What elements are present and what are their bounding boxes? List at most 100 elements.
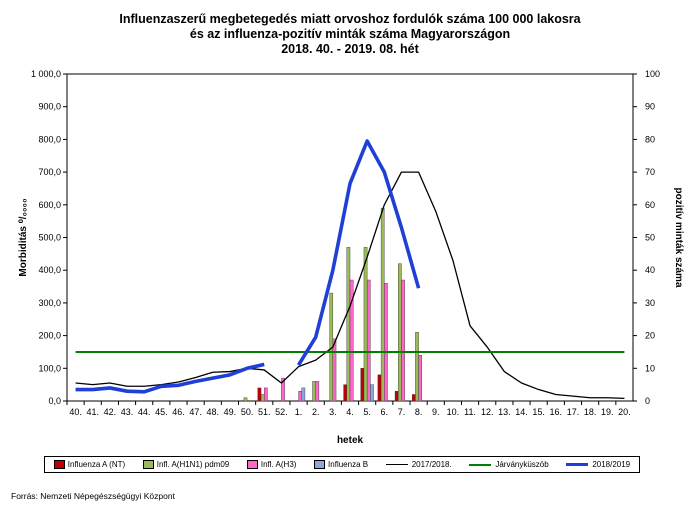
- y2-tick-label: 0: [645, 396, 650, 406]
- bar-infl-a-h3-: [315, 381, 320, 402]
- x-tick-label: 14.: [515, 407, 528, 417]
- line-2017-2018-: [75, 171, 625, 400]
- bar-infl-a-h1n1-pdm09: [398, 263, 402, 402]
- y2-tick-label: 50: [645, 233, 655, 243]
- legend-item: Influenza A (NT): [53, 460, 125, 469]
- legend-swatch: [314, 460, 326, 469]
- y-tick-label: 100,0: [38, 363, 61, 373]
- x-tick-label: 9.: [432, 407, 440, 417]
- bar-infl-a-h3-: [264, 387, 268, 402]
- y-tick-label: 400,0: [38, 265, 61, 275]
- y-tick-label: 600,0: [38, 200, 61, 210]
- x-tick-label: 44.: [138, 407, 151, 417]
- x-tick-label: 41.: [86, 407, 99, 417]
- bar-infl-a-h1n1-pdm09: [312, 381, 316, 402]
- title-line-1: Influenzaszerű megbetegedés miatt orvosh…: [119, 12, 581, 26]
- x-tick-label: 45.: [155, 407, 168, 417]
- x-tick-label: 16.: [550, 407, 563, 417]
- x-tick-label: 43.: [121, 407, 134, 417]
- legend-label: Infl. A(H1N1) pdm09: [156, 460, 230, 469]
- title-line-3: 2018. 40. - 2019. 08. hét: [281, 42, 419, 56]
- chart-legend: Influenza A (NT) Infl. A(H1N1) pdm09 Infl.…: [44, 456, 640, 473]
- y-tick-label: 1 000,0: [31, 69, 61, 79]
- x-tick-label: 52.: [275, 407, 288, 417]
- line-2018-2019: [75, 362, 265, 394]
- bar-infl-a-h3-: [384, 283, 388, 402]
- legend-label: Infl. A(H3): [260, 460, 297, 469]
- bar-influenza-a-nt-: [343, 384, 348, 402]
- y2-axis-label: pozitív minták száma: [673, 187, 684, 287]
- y2-tick-label: 100: [645, 69, 660, 79]
- x-tick-label: 49.: [224, 407, 237, 417]
- bar-influenza-a-nt-: [257, 387, 262, 402]
- x-tick-label: 42.: [104, 407, 117, 417]
- x-tick-label: 8.: [415, 407, 423, 417]
- bar-infl-a-h1n1-pdm09: [346, 247, 351, 402]
- bar-infl-a-h1n1-pdm09: [260, 394, 265, 402]
- x-tick-label: 12.: [481, 407, 494, 417]
- y2-tick-label: 60: [645, 200, 655, 210]
- legend-label: Járványküszöb: [495, 460, 549, 469]
- x-tick-label: 20.: [618, 407, 631, 417]
- y-tick-label: 300,0: [38, 298, 61, 308]
- legend-label: 2017/2018.: [411, 460, 452, 469]
- legend-item: Járványküszöb: [469, 460, 549, 469]
- y-tick-label: 800,0: [38, 134, 61, 144]
- x-axis-label: hetek: [337, 435, 364, 446]
- legend-swatch: [246, 460, 258, 469]
- bar-infl-a-h3-: [281, 377, 285, 402]
- bar-influenza-b: [370, 384, 374, 402]
- y-tick-label: 200,0: [38, 331, 61, 341]
- legend-item: Influenza B: [314, 460, 368, 469]
- y-tick-label: 0,0: [48, 396, 61, 406]
- legend-swatch: [566, 463, 589, 466]
- y2-tick-label: 40: [645, 265, 655, 275]
- x-tick-label: 10.: [447, 407, 460, 417]
- x-tick-label: 51.: [258, 407, 271, 417]
- bar-influenza-a-nt-: [360, 368, 365, 402]
- legend-item: Infl. A(H1N1) pdm09: [142, 460, 230, 469]
- bar-infl-a-h1n1-pdm09: [363, 247, 368, 402]
- y2-tick-label: 20: [645, 331, 655, 341]
- x-tick-label: 11.: [464, 407, 476, 417]
- line-2018-2019: [297, 139, 421, 366]
- y-axis-label: Morbiditás ⁰/₀₀₀₀: [18, 198, 29, 276]
- legend-swatch: [142, 460, 154, 469]
- x-tick-label: 1.: [295, 407, 303, 417]
- y2-tick-label: 30: [645, 298, 655, 308]
- bar-influenza-a-nt-: [377, 374, 382, 402]
- y2-tick-label: 10: [645, 363, 655, 373]
- legend-swatch: [385, 464, 408, 465]
- y2-tick-label: 80: [645, 134, 655, 144]
- legend-label: Influenza B: [328, 460, 369, 469]
- x-tick-label: 50.: [241, 407, 254, 417]
- x-tick-label: 2.: [312, 407, 320, 417]
- bar-infl-a-h3-: [298, 390, 302, 402]
- bar-infl-a-h3-: [418, 355, 423, 402]
- bar-infl-a-h3-: [349, 279, 354, 402]
- legend-swatch: [53, 460, 65, 469]
- y-tick-label: 700,0: [38, 167, 61, 177]
- x-tick-label: 40.: [69, 407, 82, 417]
- legend-item: 2018/2019: [566, 460, 630, 469]
- bar-infl-a-h1n1-pdm09: [243, 397, 248, 402]
- x-tick-label: 47.: [189, 407, 202, 417]
- bar-infl-a-h3-: [366, 279, 371, 402]
- legend-item: 2017/2018.: [385, 460, 452, 469]
- source-note: Forrás: Nemzeti Népegészségügyi Központ: [11, 491, 175, 501]
- x-tick-label: 15.: [532, 407, 545, 417]
- y2-tick-label: 90: [645, 102, 655, 112]
- bar-infl-a-h1n1-pdm09: [415, 332, 419, 402]
- bar-infl-a-h3-: [332, 338, 337, 402]
- x-tick-label: 48.: [207, 407, 220, 417]
- legend-swatch: [469, 463, 492, 466]
- chart-title: Influenzaszerű megbetegedés miatt orvosh…: [0, 12, 700, 57]
- x-tick-label: 6.: [381, 407, 389, 417]
- x-tick-label: 17.: [567, 407, 580, 417]
- title-line-2: és az influenza-pozitív minták száma Mag…: [189, 27, 511, 41]
- legend-item: Infl. A(H3): [246, 460, 297, 469]
- x-tick-label: 4.: [346, 407, 354, 417]
- x-tick-label: 46.: [172, 407, 185, 417]
- x-tick-label: 18.: [584, 407, 597, 417]
